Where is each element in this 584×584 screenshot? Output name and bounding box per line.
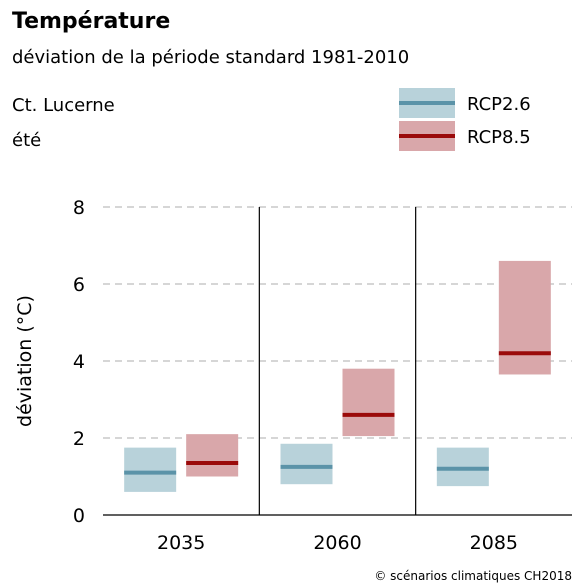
legend: RCP2.6 RCP8.5	[399, 88, 531, 151]
boxes	[124, 260, 551, 492]
credit-text: © scénarios climatiques CH2018	[374, 569, 572, 583]
y-tick-label: 6	[73, 274, 85, 296]
y-tick-label: 4	[73, 351, 85, 373]
x-category-label: 2085	[470, 532, 518, 554]
period-separators	[103, 207, 572, 516]
box-rcp26-2035	[124, 447, 177, 492]
y-axis-ticks: 0 2 4 6 8	[73, 197, 85, 527]
box-rcp85-2035	[186, 434, 239, 477]
box-rcp85-2060	[342, 368, 395, 437]
box-rcp85-2085	[498, 260, 551, 375]
region-label: Ct. Lucerne	[12, 95, 115, 116]
season-label: été	[12, 130, 41, 151]
y-tick-label: 0	[73, 505, 85, 527]
legend-label: RCP2.6	[467, 94, 531, 115]
box-rcp26-2060	[280, 443, 333, 485]
chart-title: Température	[12, 9, 170, 34]
gridlines	[103, 206, 572, 439]
y-axis-label: déviation (°C)	[14, 295, 36, 427]
legend-label: RCP8.5	[467, 127, 531, 148]
x-category-label: 2060	[313, 532, 361, 554]
chart-subtitle: déviation de la période standard 1981-20…	[12, 47, 409, 68]
x-category-label: 2035	[157, 532, 205, 554]
x-axis-categories: 2035 2060 2085	[157, 532, 518, 554]
y-tick-label: 8	[73, 197, 85, 219]
y-tick-label: 2	[73, 428, 85, 450]
